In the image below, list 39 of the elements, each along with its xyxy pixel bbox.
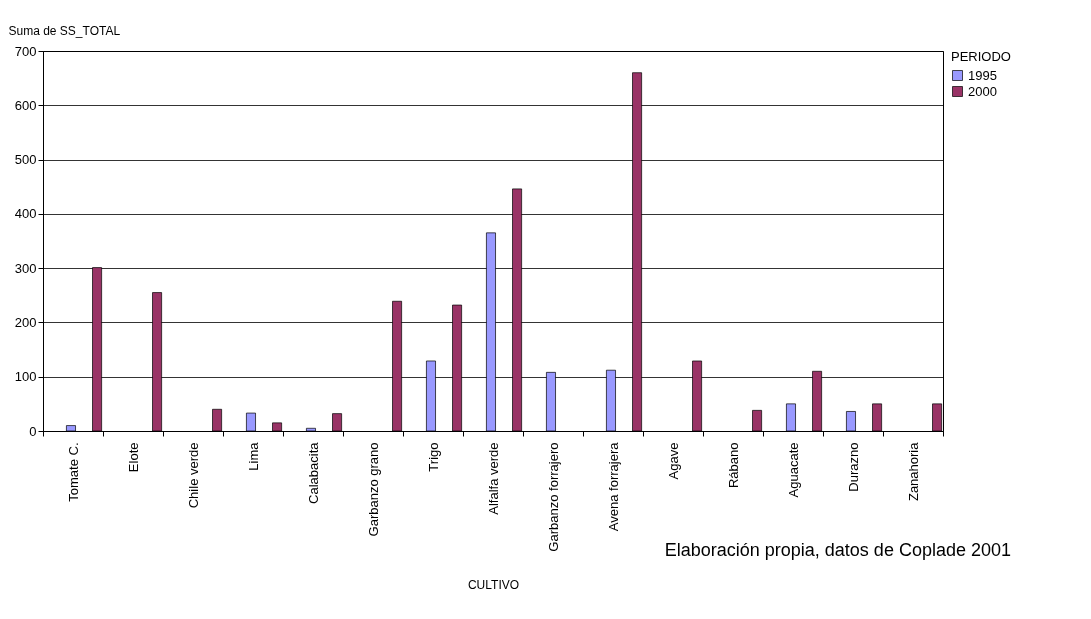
y-tick-label: 400 (14, 206, 37, 222)
legend-title: PERIODO (951, 49, 1011, 64)
x-tick-label: Garbanzo forrajero (545, 442, 561, 552)
text: Elaboración propia, datos de Coplade 2001 (664, 540, 1011, 560)
x-tick-label: Alfalfa verde (485, 442, 501, 515)
bar (752, 410, 762, 432)
x-tick-label: Agave (665, 442, 681, 480)
x-tick-label: Zanahoria (905, 441, 921, 502)
x-tick-label: Trigo (425, 442, 441, 472)
bar (306, 427, 316, 432)
y-tick-label: 0 (29, 423, 37, 439)
bar (272, 422, 282, 432)
y-tick-label: 300 (14, 260, 37, 276)
y-tick-label: 600 (14, 97, 37, 113)
x-tick-label: Chile verde (185, 442, 201, 509)
bar (246, 412, 256, 432)
x-tick-label: Calabacita (305, 441, 321, 504)
x-tick-label: Elote (125, 442, 141, 473)
y-tick-label: 700 (14, 43, 37, 59)
y-axis-title: Suma de SS_TOTAL (8, 23, 121, 38)
bar (872, 403, 882, 432)
bar (786, 403, 796, 432)
legend-label: 2000 (968, 83, 997, 99)
y-tick-label: 500 (14, 152, 37, 168)
x-tick-label: Rábano (725, 442, 741, 489)
bar (846, 411, 856, 432)
y-tick-label: 200 (14, 314, 37, 330)
x-axis-title: CULTIVO (467, 577, 520, 592)
x-tick-label: Durazno (845, 442, 861, 492)
legend-label: 1995 (968, 67, 997, 83)
x-tick-label: Tomate C. (65, 442, 81, 502)
bar (332, 413, 342, 432)
x-tick-label: Aguacate (785, 442, 801, 498)
x-tick-label: Avena forrajera (605, 441, 621, 532)
x-tick-label: Lima (245, 441, 261, 471)
x-tick-label: Garbanzo grano (365, 442, 381, 537)
bar (66, 425, 76, 432)
y-tick-label: 100 (14, 369, 37, 385)
bar (212, 408, 222, 432)
